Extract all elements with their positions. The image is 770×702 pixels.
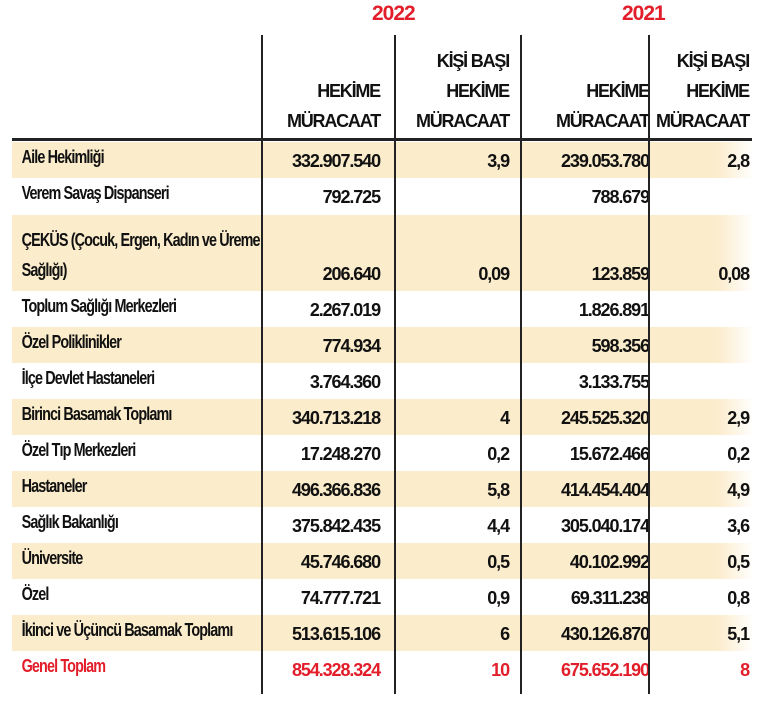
table-row: Üniversite 45.746.680 0,5 40.102.992 0,5 [12, 543, 754, 579]
per-capita-2022: 5,8 [487, 480, 510, 500]
per-capita-2021: 4,9 [727, 480, 750, 500]
visits-2022: 2.267.019 [309, 300, 381, 320]
row-label: Genel Toplam [21, 656, 106, 676]
visits-2022: 3.764.360 [309, 372, 381, 392]
table-row: İlçe Devlet Hastaneleri 3.764.360 3.133.75… [12, 363, 754, 399]
row-label: Verem Savaş Dispanseri [21, 183, 170, 203]
visits-2022: 792.725 [322, 187, 381, 207]
visits-2022: 332.907.540 [292, 151, 381, 171]
table-row: Toplum Sağlığı Merkezleri 2.267.019 1.826.… [12, 291, 754, 327]
row-label: ÇEKÜS (Çocuk, Ergen, Kadın ve Üreme Sağl… [21, 230, 261, 280]
per-capita-2021: 0,5 [727, 552, 750, 572]
table-row: Verem Savaş Dispanseri 792.725 788.679 [12, 178, 754, 214]
per-capita-2021: 0,8 [727, 588, 750, 608]
per-capita-2021: 5,1 [727, 624, 750, 644]
year-2022-heading: 2022 [372, 2, 416, 25]
column-divider [394, 35, 396, 694]
year-2021-heading: 2021 [622, 2, 666, 25]
per-capita-2022: 6 [500, 624, 510, 644]
header-visits-2021: HEKİME MÜRACAAT [555, 81, 650, 131]
table-row: Hastaneler 496.366.836 5,8 414.454.404 4,9 [12, 471, 754, 507]
visits-2021: 15.672.466 [569, 444, 650, 464]
per-capita-2021: 2,8 [727, 151, 750, 171]
row-label: Üniversite [21, 548, 84, 568]
column-divider [261, 35, 263, 694]
header-per-capita-2022: KİŞİ BAŞI HEKİME MÜRACAAT [415, 51, 510, 131]
table-row: ÇEKÜS (Çocuk, Ergen, Kadın ve Üreme Sağl… [12, 215, 754, 291]
table-row: Aile Hekimliği 332.907.540 3,9 239.053.780 2… [12, 142, 754, 178]
visits-2022: 854.328.324 [292, 660, 381, 680]
column-divider [520, 35, 522, 694]
row-label: Birinci Basamak Toplamı [21, 404, 173, 424]
visits-2021: 675.652.190 [561, 660, 650, 680]
per-capita-2022: 0,2 [487, 444, 510, 464]
per-capita-2022: 10 [491, 660, 510, 680]
visits-2021: 1.826.891 [578, 300, 650, 320]
visits-2021: 3.133.755 [578, 372, 650, 392]
column-divider [648, 35, 650, 694]
visits-2022: 206.640 [322, 264, 381, 284]
table-row: Birinci Basamak Toplamı 340.713.218 4 245.5… [12, 399, 754, 435]
visits-2021: 123.859 [591, 264, 650, 284]
per-capita-2022: 4,4 [487, 516, 510, 536]
per-capita-2021: 0,2 [727, 444, 750, 464]
table-row: Özel 74.777.721 0,9 69.311.238 0,8 [12, 579, 754, 615]
table-row: İkinci ve Üçüncü Basamak Toplamı 513.615.… [12, 615, 754, 651]
row-label: Özel Poliklinikler [21, 332, 122, 352]
row-label: Sağlık Bakanlığı [21, 512, 119, 532]
row-label: Hastaneler [21, 476, 88, 496]
per-capita-2022: 3,9 [487, 151, 510, 171]
row-label: Aile Hekimliği [21, 147, 105, 167]
table-row: Sağlık Bakanlığı 375.842.435 4,4 305.040.17… [12, 507, 754, 543]
per-capita-2021 [651, 208, 749, 214]
per-capita-2022: 0,9 [487, 588, 510, 608]
table-row: Özel Poliklinikler 774.934 598.356 [12, 327, 754, 363]
per-capita-2021: 8 [740, 660, 750, 680]
row-label: Özel [21, 584, 50, 604]
header-visits-2022: HEKİME MÜRACAAT [286, 81, 381, 131]
row-label: İkinci ve Üçüncü Basamak Toplamı [21, 620, 234, 640]
per-capita-2021: 0,08 [718, 264, 750, 284]
visits-2021: 430.126.870 [561, 624, 650, 644]
header-per-capita-2021: KİŞİ BAŞI HEKİME MÜRACAAT [655, 51, 750, 131]
per-capita-2021: 3,6 [727, 516, 750, 536]
visits-2021: 239.053.780 [561, 151, 650, 171]
visits-2022: 513.615.106 [292, 624, 381, 644]
visits-2021: 788.679 [591, 187, 650, 207]
visits-2022: 496.366.836 [292, 480, 381, 500]
visits-2022: 375.842.435 [292, 516, 381, 536]
visits-2022: 45.746.680 [300, 552, 381, 572]
per-capita-2022: 4 [500, 408, 510, 428]
row-label: Toplum Sağlığı Merkezleri [21, 296, 177, 316]
visits-2022: 17.248.270 [300, 444, 381, 464]
row-label: Özel Tıp Merkezleri [21, 440, 137, 460]
table-row: Genel Toplam 854.328.324 10 675.652.190 8 [12, 651, 754, 687]
visits-2022: 340.713.218 [292, 408, 381, 428]
per-capita-2022: 0,5 [487, 552, 510, 572]
per-capita-2021: 2,9 [727, 408, 750, 428]
visits-2022: 74.777.721 [300, 588, 381, 608]
per-capita-2022: 0,09 [478, 264, 510, 284]
visits-2021: 598.356 [591, 336, 650, 356]
visits-2021: 305.040.174 [561, 516, 650, 536]
visits-2021: 69.311.238 [570, 588, 650, 608]
visits-2021: 40.102.992 [569, 552, 650, 572]
per-capita-2022 [397, 208, 509, 214]
row-label: İlçe Devlet Hastaneleri [21, 368, 156, 388]
header-divider [12, 138, 752, 141]
visits-2021: 414.454.404 [561, 480, 650, 500]
table-row: Özel Tıp Merkezleri 17.248.270 0,2 15.672.4… [12, 435, 754, 471]
visits-2021: 245.525.320 [561, 408, 650, 428]
visits-2022: 774.934 [322, 336, 381, 356]
